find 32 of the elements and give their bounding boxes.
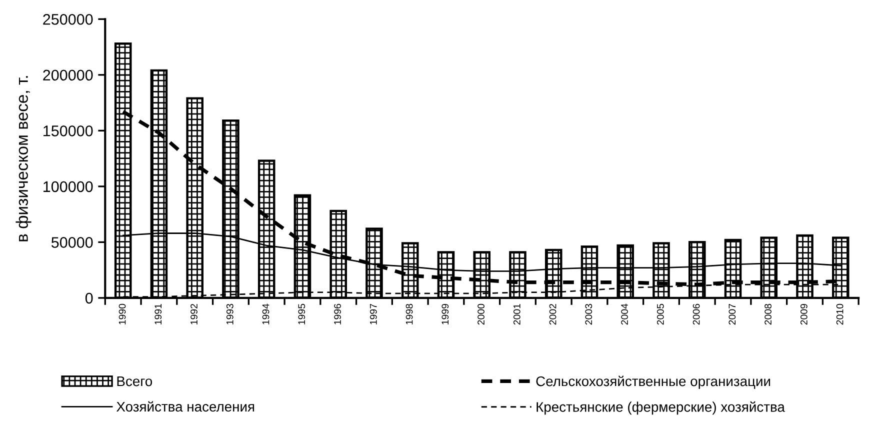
x-tick-label: 2002	[549, 304, 556, 325]
y-tick-label: 50000	[51, 237, 93, 248]
x-tick-label: 2000	[478, 304, 484, 325]
y-tick-label: 200000	[43, 70, 93, 81]
x-tick-label: 1999	[442, 304, 449, 324]
legend-label: Хозяйства населения	[116, 401, 254, 412]
y-axis-title: в физическом весе, т.	[16, 76, 32, 242]
x-tick-label: 1992	[190, 304, 198, 324]
y-tick-label: 0	[85, 292, 93, 304]
x-tick-label: 2010	[836, 304, 844, 325]
x-tick-label: 2005	[656, 304, 664, 325]
x-tick-label: 1994	[262, 304, 270, 324]
x-tick-label: 2008	[764, 304, 772, 325]
x-tick-label: 2004	[621, 304, 628, 325]
x-tick-label: 1993	[226, 304, 234, 324]
x-tick-label: 2009	[800, 304, 808, 325]
x-tick-label: 1996	[334, 304, 341, 324]
x-tick-label: 2006	[692, 304, 700, 325]
x-tick-label: 2007	[728, 304, 736, 325]
x-tick-label: 2003	[585, 304, 592, 325]
x-tick-label: 1998	[406, 304, 413, 324]
x-tick-label: 1990	[118, 304, 126, 324]
x-tick-label: 1991	[154, 304, 162, 324]
legend-label: Крестьянские (фермерские) хозяйства	[536, 401, 785, 415]
x-tick-label: 2001	[513, 304, 520, 325]
legend-label: Сельскохозяйственные организации	[536, 376, 770, 389]
x-tick-label: 1995	[298, 304, 306, 324]
y-tick-label: 150000	[44, 126, 93, 136]
x-tick-label: 1997	[370, 304, 377, 324]
y-tick-label: 250000	[43, 14, 93, 25]
legend-label: Всего	[117, 376, 152, 386]
y-tick-label: 100000	[44, 181, 93, 192]
